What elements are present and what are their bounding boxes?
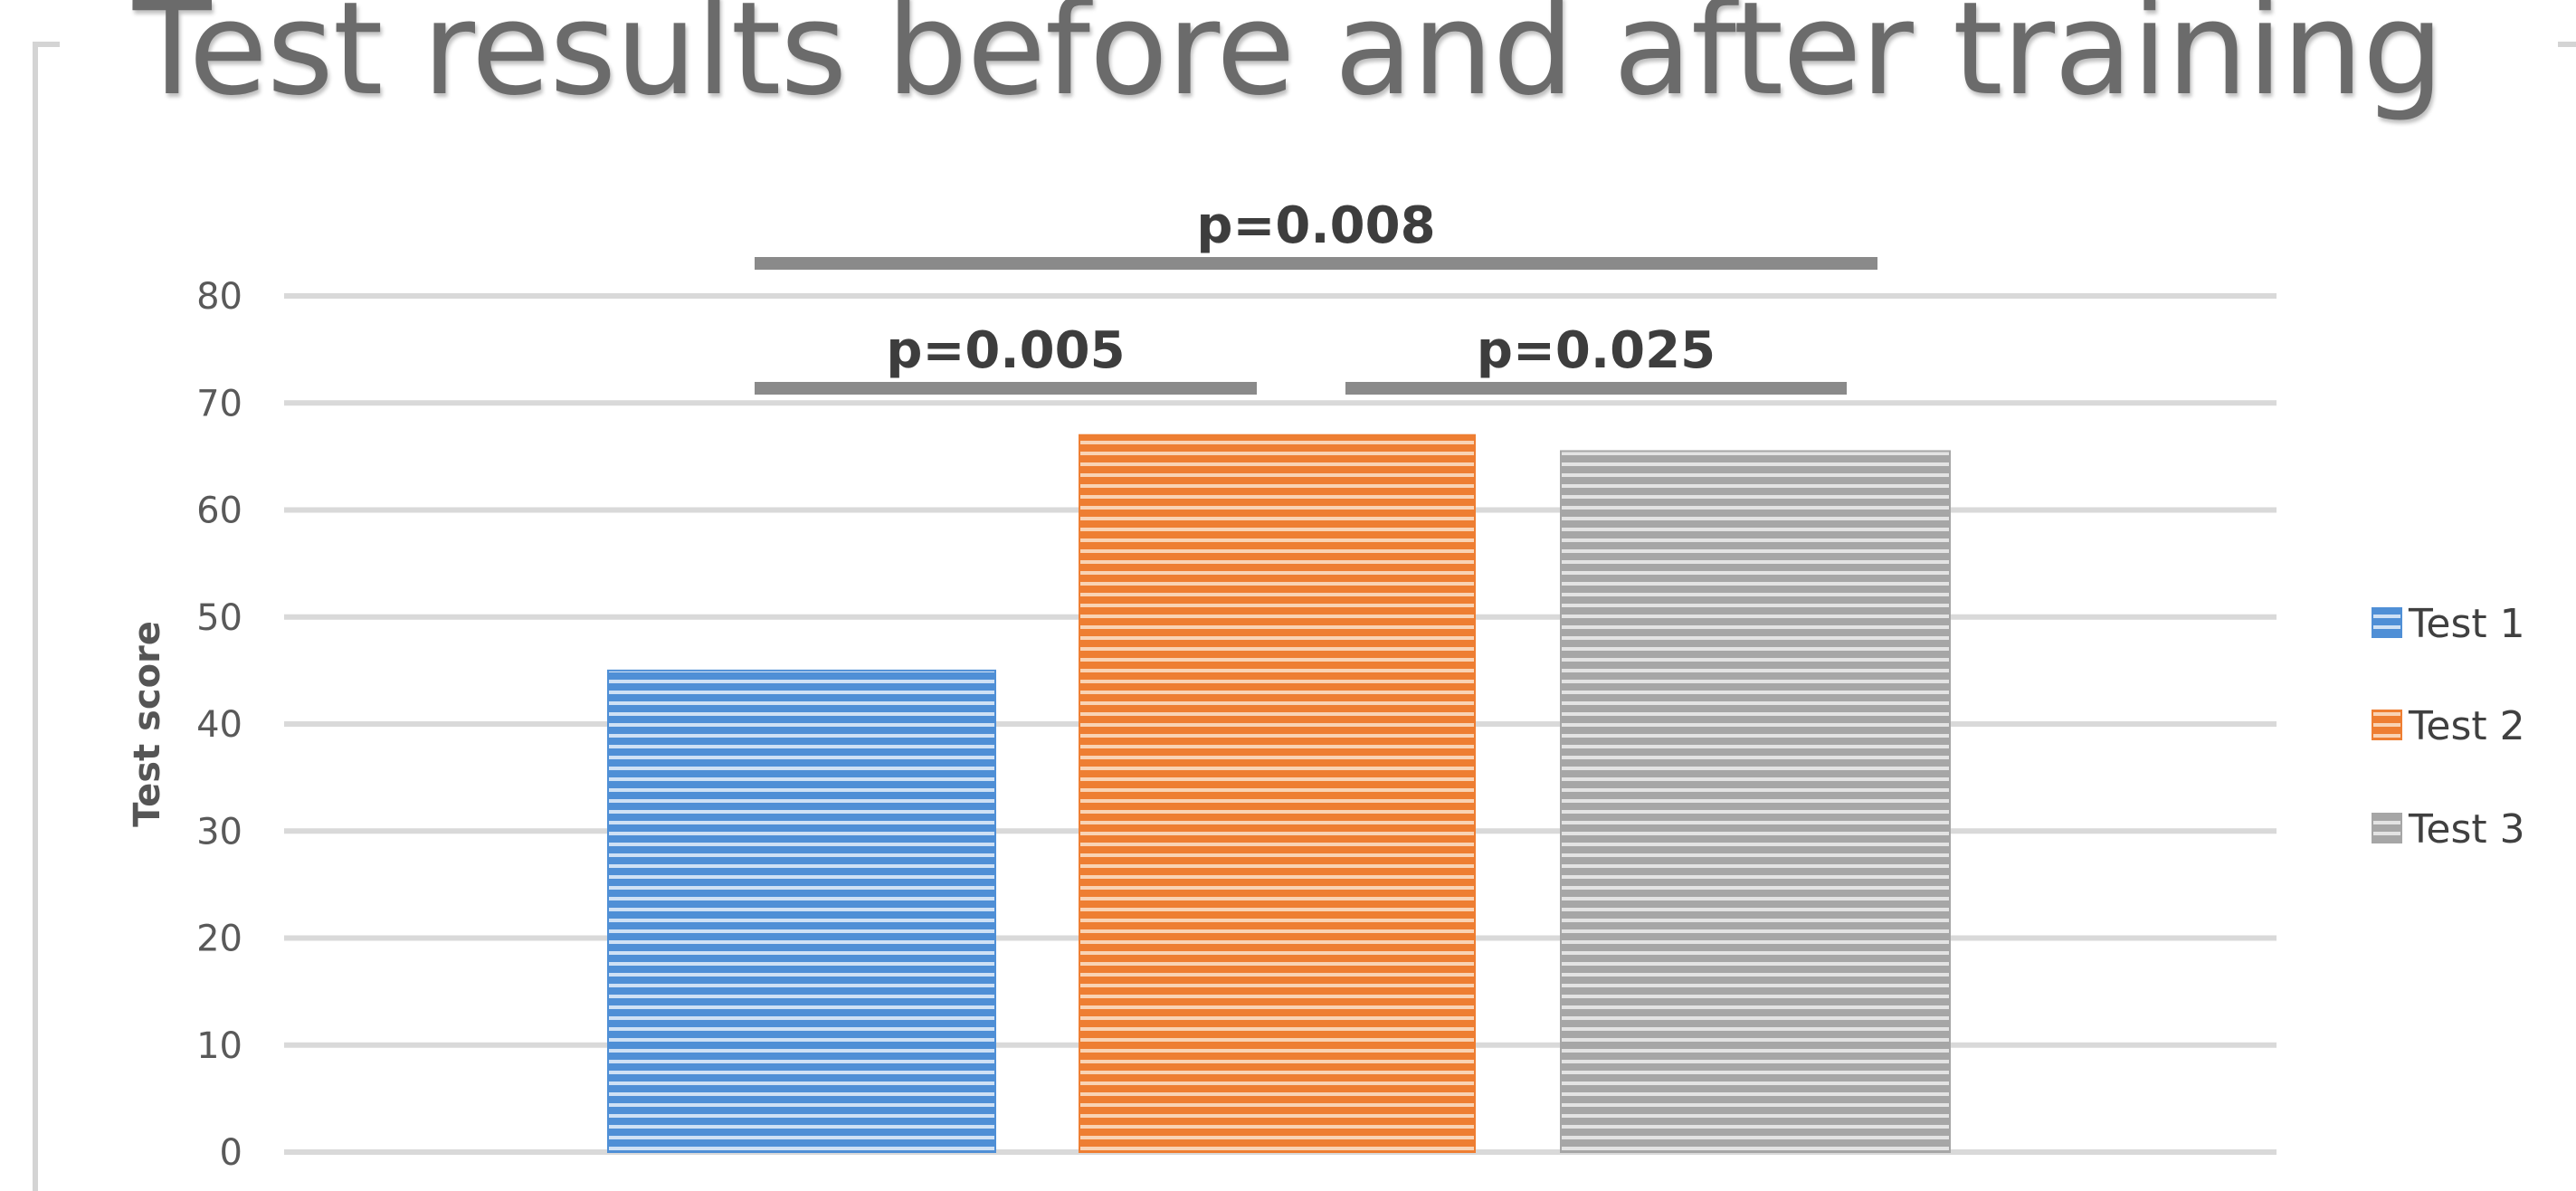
y-tick-label: 10 [196,1025,242,1067]
y-tick-label: 60 [196,491,242,532]
y-tick-label: 20 [196,919,242,960]
y-tick-label: 0 [220,1132,242,1174]
significance-bracket [755,382,1257,395]
significance-annotations: p=0.008 p=0.005 p=0.025 [755,196,1877,395]
slide-frame-edge [2558,42,2576,47]
y-tick-labels: 0 10 20 30 40 50 60 70 80 [196,276,242,1174]
bars [607,434,1951,1154]
legend-label: Test 2 [2408,703,2525,749]
significance-bracket [1345,382,1847,395]
y-axis-label: Test score [127,621,168,827]
bar-test-3 [1560,450,1951,1153]
bar-test-1 [607,669,996,1153]
legend-label: Test 1 [2408,601,2525,647]
significance-bracket [755,257,1877,270]
p-value-label: p=0.008 [1196,196,1435,255]
slide-frame-corner [33,42,60,1191]
y-tick-label: 80 [196,276,242,318]
y-tick-label: 40 [196,704,242,746]
legend: Test 1 Test 2 Test 3 [2372,601,2525,853]
legend-swatch [2372,813,2402,843]
legend-swatch [2372,607,2402,638]
y-tick-label: 50 [196,597,242,639]
legend-swatch [2372,710,2402,740]
y-tick-label: 70 [196,383,242,424]
legend-label: Test 3 [2408,806,2525,853]
p-value-label: p=0.025 [1477,321,1716,380]
p-value-label: p=0.005 [886,321,1125,380]
bar-test-2 [1079,434,1476,1154]
y-tick-label: 30 [196,811,242,853]
chart-title: Test results before and after training [132,0,2444,124]
